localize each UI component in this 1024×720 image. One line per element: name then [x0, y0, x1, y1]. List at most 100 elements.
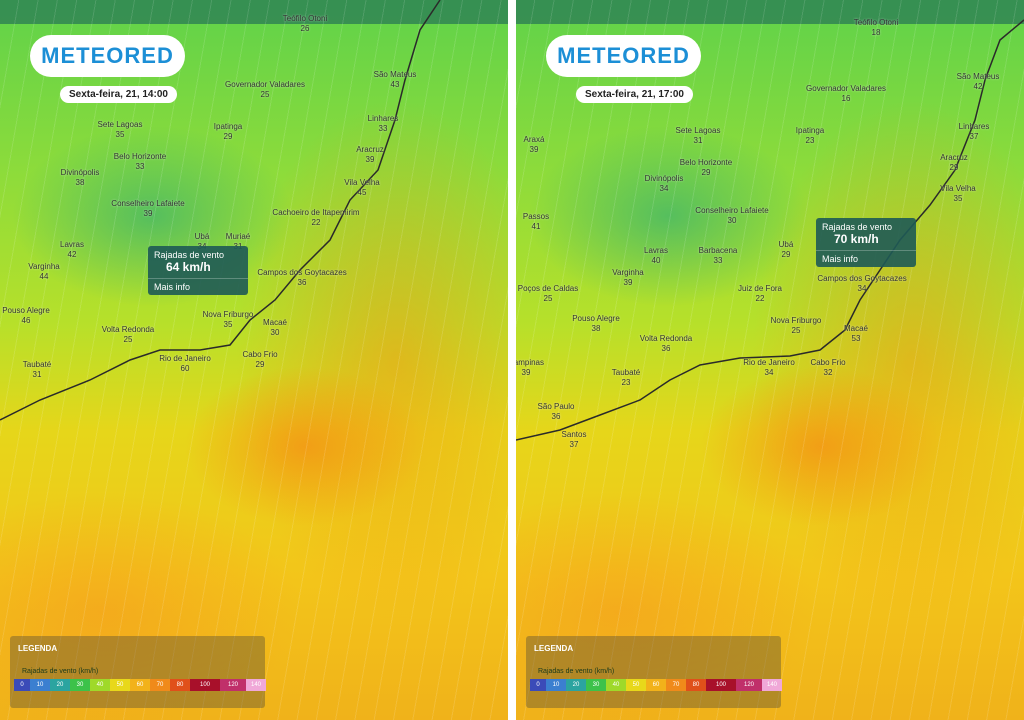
legend-label: Rajadas de vento (km/h)	[538, 668, 615, 675]
more-info-link[interactable]: Mais info	[816, 250, 916, 267]
city-name: Governador Valadares	[806, 84, 886, 93]
date-label: Sexta-feira, 21, 17:00	[576, 86, 693, 103]
city-name: Linhares	[958, 122, 990, 131]
city-label: Poços de Caldas 25	[518, 284, 578, 304]
city-label: Conselheiro Lafaiete 30	[695, 206, 768, 226]
city-label: Campos dos Goytacazes 36	[257, 268, 346, 288]
city-label: Macaé 30	[263, 318, 287, 338]
city-label: Belo Horizonte 33	[114, 152, 166, 172]
tooltip: Rajadas de vento 64 km/h Mais info	[148, 246, 248, 295]
city-label: Araxá 39	[524, 135, 545, 155]
city-name: Ubá	[194, 232, 210, 241]
legend-swatch: 60	[130, 679, 150, 691]
city-name: Taubaté	[22, 360, 52, 369]
city-name: Campinas	[516, 358, 545, 367]
city-label: Cachoeiro de Itapemirim 22	[272, 208, 359, 228]
legend-swatch: 140	[762, 679, 782, 691]
city-value: 31	[32, 370, 42, 379]
city-value: 25	[791, 326, 801, 335]
coastline	[516, 19, 1024, 441]
legend-swatch: 10	[546, 679, 566, 691]
city-name: São Mateus	[956, 72, 1000, 81]
legend-swatch: 20	[50, 679, 70, 691]
city-value: 60	[180, 364, 190, 373]
city-name: Cabo Frio	[242, 350, 278, 359]
city-value: 18	[871, 28, 881, 37]
legend-swatch: 30	[70, 679, 90, 691]
top-bar	[516, 0, 1024, 24]
city-name: Pouso Alegre	[572, 314, 620, 323]
top-bar	[0, 0, 508, 24]
city-value: 30	[727, 216, 737, 225]
city-label: Santos 37	[562, 430, 587, 450]
city-value: 22	[311, 218, 321, 227]
city-name: Divinópolis	[60, 168, 100, 177]
city-name: Juiz de Fora	[737, 284, 783, 293]
city-label: Divinópolis 34	[645, 174, 684, 194]
city-value: 33	[713, 256, 723, 265]
city-label: São Paulo 36	[538, 402, 575, 422]
city-name: Teófilo Otoni	[853, 18, 899, 27]
city-name: Rio de Janeiro	[159, 354, 211, 363]
city-label: Rio de Janeiro 60	[159, 354, 211, 374]
city-name: Varginha	[28, 262, 60, 271]
city-value: 23	[805, 136, 815, 145]
city-value: 32	[823, 368, 833, 377]
city-value: 39	[623, 278, 633, 287]
city-value: 43	[390, 80, 400, 89]
city-label: Conselheiro Lafaiete 39	[111, 199, 184, 219]
city-label: Aracruz 29	[940, 153, 968, 173]
tooltip-value: 64 km/h	[166, 260, 211, 274]
legend-title: LEGENDA	[534, 644, 574, 653]
city-name: Muriaé	[225, 232, 251, 241]
city-name: Araxá	[523, 135, 545, 144]
more-info-link[interactable]: Mais info	[148, 278, 248, 295]
city-name: Sete Lagoas	[675, 126, 721, 135]
divider	[508, 0, 516, 720]
city-label: Nova Friburgo 25	[771, 316, 822, 336]
city-name: Santos	[561, 430, 587, 439]
city-label: Sete Lagoas 35	[98, 120, 143, 140]
city-value: 33	[135, 162, 145, 171]
city-value: 36	[551, 412, 561, 421]
city-name: Vila Velha	[344, 178, 380, 187]
city-value: 38	[75, 178, 85, 187]
legend-swatch: 50	[110, 679, 130, 691]
city-label: Nova Friburgo 35	[203, 310, 254, 330]
city-label: Juiz de Fora 22	[738, 284, 782, 304]
city-label: Rio de Janeiro 34	[743, 358, 795, 378]
city-label: Ubá 29	[779, 240, 794, 260]
city-name: Campos dos Goytacazes	[817, 274, 907, 283]
city-name: Cachoeiro de Itapemirim	[272, 208, 360, 217]
city-value: 37	[569, 440, 579, 449]
city-label: Macaé 53	[844, 324, 868, 344]
city-name: Ubá	[778, 240, 794, 249]
city-value: 34	[857, 284, 867, 293]
city-label: Ipatinga 29	[214, 122, 242, 142]
city-value: 46	[21, 316, 31, 325]
city-label: Governador Valadares 25	[225, 80, 305, 100]
legend-swatch: 10	[30, 679, 50, 691]
city-name: Taubaté	[611, 368, 641, 377]
city-value: 29	[255, 360, 265, 369]
city-name: Cabo Frio	[810, 358, 846, 367]
city-name: Macaé	[843, 324, 869, 333]
legend-swatch: 70	[150, 679, 170, 691]
city-label: Pouso Alegre 46	[2, 306, 50, 326]
tooltip: Rajadas de vento 70 km/h Mais info	[816, 218, 916, 267]
city-value: 29	[781, 250, 791, 259]
legend-swatch: 30	[586, 679, 606, 691]
city-value: 34	[764, 368, 774, 377]
city-name: Volta Redonda	[639, 334, 693, 343]
logo: METEORED	[546, 35, 701, 77]
legend-swatch: 0	[14, 679, 30, 691]
city-label: Campos dos Goytacazes 34	[817, 274, 906, 294]
city-label: Pouso Alegre 38	[572, 314, 620, 334]
city-value: 37	[969, 132, 979, 141]
city-label: Divinópolis 38	[61, 168, 100, 188]
city-name: Belo Horizonte	[679, 158, 733, 167]
city-name: Pouso Alegre	[2, 306, 50, 315]
city-label: Aracruz 39	[356, 145, 384, 165]
city-name: Divinópolis	[644, 174, 684, 183]
